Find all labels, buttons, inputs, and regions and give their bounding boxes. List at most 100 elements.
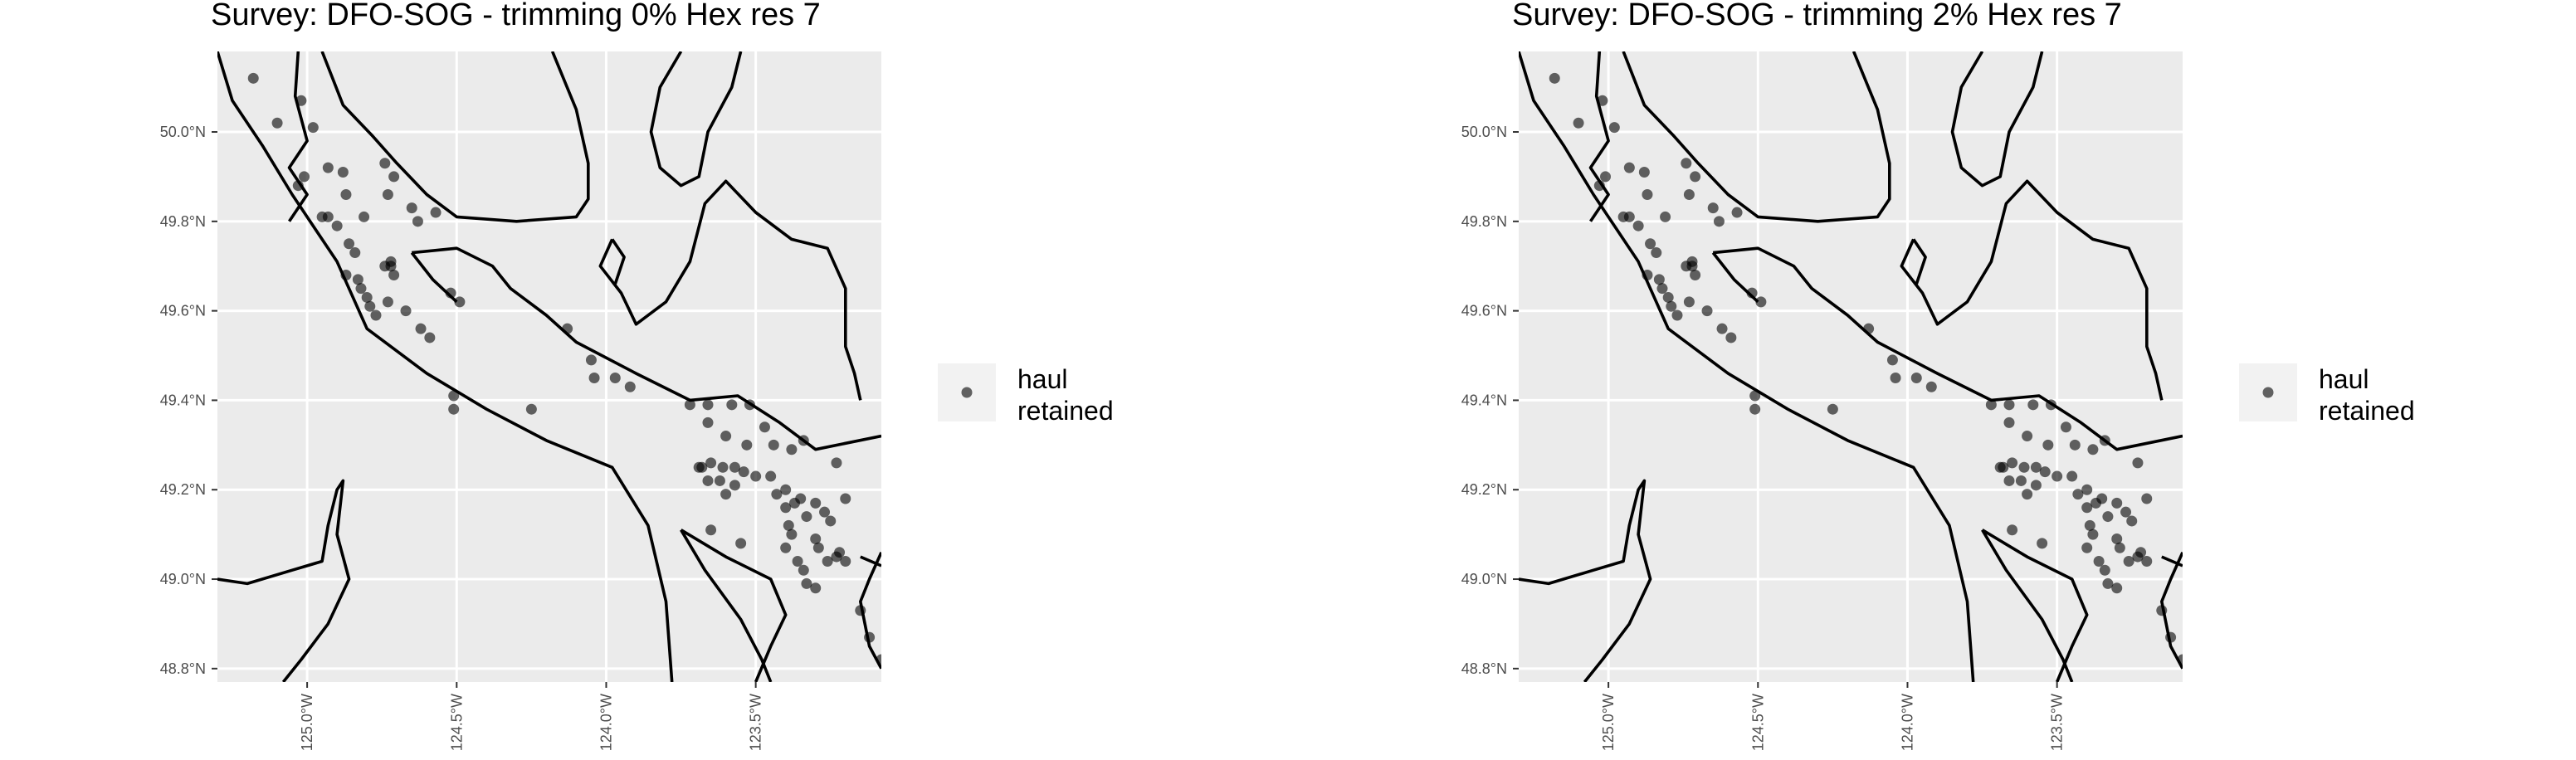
haul-point [702,417,714,428]
haul-point [271,117,283,129]
haul-point [2037,538,2048,549]
y-tick-label: 49.8°N [1461,213,1507,230]
haul-point [2102,577,2114,589]
haul-point [2141,555,2153,567]
haul-point [2132,457,2144,469]
haul-point [2093,555,2105,567]
legend-label: haul [2319,364,2369,394]
haul-point [1642,188,1653,200]
haul-point [588,372,600,383]
haul-point [705,524,717,536]
plot-background [1519,51,2183,682]
haul-point [344,238,355,250]
x-tick-label: 123.5°W [2049,694,2066,751]
haul-point [1660,211,1671,222]
haul-point [795,493,807,504]
haul-point [1600,171,1612,183]
legend-point-icon [2262,387,2274,398]
haul-point [684,399,695,411]
haul-point [322,162,334,173]
haul-point [2007,524,2018,536]
coastline-path [649,51,743,188]
haul-point [1690,171,1701,183]
coastline-path [1622,51,1891,223]
y-tick-label: 49.8°N [160,213,206,230]
haul-point [1593,180,1605,192]
haul-point [331,220,343,231]
haul-point [1886,354,1898,366]
haul-point [352,274,363,285]
haul-point [2081,502,2093,514]
coastline-path [217,51,674,682]
y-tick-label: 49.4°N [160,392,206,408]
haul-point [744,399,755,411]
haul-point [834,547,846,558]
haul-point [812,542,824,553]
haul-point [729,480,740,491]
coastline-path [217,479,351,682]
haul-point [1632,220,1644,231]
haul-point [768,439,779,451]
haul-point [609,372,621,383]
haul-point [2096,493,2108,504]
haul-point [295,95,307,106]
chart-title: Survey: DFO-SOG - trimming 2% Hex res 7 [1512,0,2122,32]
coastline-path [2161,555,2183,568]
haul-point [1662,291,1674,303]
haul-point [2126,515,2138,527]
haul-points [247,72,881,665]
haul-point [720,431,732,442]
haul-point [424,332,436,343]
haul-point [2003,399,2015,411]
haul-point [2165,631,2177,643]
haul-points [1549,72,2183,665]
x-tick-label: 125.0°W [1600,694,1617,751]
haul-point [855,605,866,616]
haul-point [705,457,717,469]
haul-point [2015,475,2027,486]
haul-point [1683,188,1695,200]
haul-point [729,461,740,473]
haul-point [2135,547,2147,558]
haul-point [412,216,423,227]
haul-point [388,270,400,281]
haul-point [765,470,777,482]
haul-point [1994,461,2006,473]
y-tick-label: 49.0°N [160,571,206,587]
plot-background [217,51,881,682]
haul-point [1749,403,1761,415]
y-tick-label: 49.2°N [1461,481,1507,498]
haul-point [1755,296,1767,308]
haul-point [359,211,370,222]
haul-point [1925,381,1937,392]
haul-point [292,180,304,192]
haul-point [1656,283,1668,295]
haul-point [382,296,393,308]
haul-point [2114,542,2125,553]
haul-point [1863,323,1875,334]
y-tick-label: 49.4°N [1461,392,1507,408]
haul-point [780,502,792,514]
haul-point [1651,247,1662,259]
coastline-path [412,246,881,451]
haul-point [1597,95,1608,106]
haul-point [2111,533,2123,545]
haul-point [2087,529,2099,540]
haul-point [361,291,373,303]
y-tick-label: 48.8°N [1461,660,1507,677]
haul-point [810,582,822,594]
haul-point [2081,542,2093,553]
haul-point [299,171,310,183]
haul-point [624,381,636,392]
haul-point [801,577,812,589]
haul-point [448,390,460,402]
coastline-path [1519,51,1975,682]
haul-point [840,555,851,567]
map-panel-trimming-0: Survey: DFO-SOG - trimming 0% Hex res 7 5… [160,0,1114,751]
haul-point [810,497,822,509]
haul-point [2081,484,2093,495]
haul-point [2066,470,2078,482]
